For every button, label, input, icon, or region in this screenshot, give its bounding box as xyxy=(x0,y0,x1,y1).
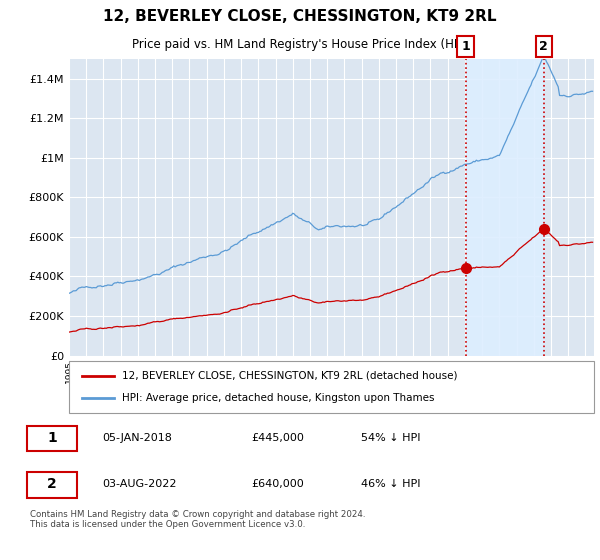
Text: 2: 2 xyxy=(47,477,57,491)
Text: 12, BEVERLEY CLOSE, CHESSINGTON, KT9 2RL: 12, BEVERLEY CLOSE, CHESSINGTON, KT9 2RL xyxy=(103,9,497,24)
Text: £640,000: £640,000 xyxy=(251,479,304,489)
FancyBboxPatch shape xyxy=(69,361,594,413)
Text: 1: 1 xyxy=(461,40,470,53)
Text: 03-AUG-2022: 03-AUG-2022 xyxy=(102,479,176,489)
Text: 1: 1 xyxy=(47,431,57,445)
Text: 54% ↓ HPI: 54% ↓ HPI xyxy=(361,432,421,442)
Text: 2: 2 xyxy=(539,40,548,53)
FancyBboxPatch shape xyxy=(27,426,77,451)
Text: Price paid vs. HM Land Registry's House Price Index (HPI): Price paid vs. HM Land Registry's House … xyxy=(131,38,469,51)
Text: 46% ↓ HPI: 46% ↓ HPI xyxy=(361,479,421,489)
FancyBboxPatch shape xyxy=(27,472,77,498)
Text: HPI: Average price, detached house, Kingston upon Thames: HPI: Average price, detached house, King… xyxy=(121,393,434,403)
Text: 05-JAN-2018: 05-JAN-2018 xyxy=(102,432,172,442)
Text: Contains HM Land Registry data © Crown copyright and database right 2024.
This d: Contains HM Land Registry data © Crown c… xyxy=(30,510,365,529)
Text: 12, BEVERLEY CLOSE, CHESSINGTON, KT9 2RL (detached house): 12, BEVERLEY CLOSE, CHESSINGTON, KT9 2RL… xyxy=(121,371,457,381)
Bar xyxy=(466,59,544,356)
Text: £445,000: £445,000 xyxy=(251,432,304,442)
